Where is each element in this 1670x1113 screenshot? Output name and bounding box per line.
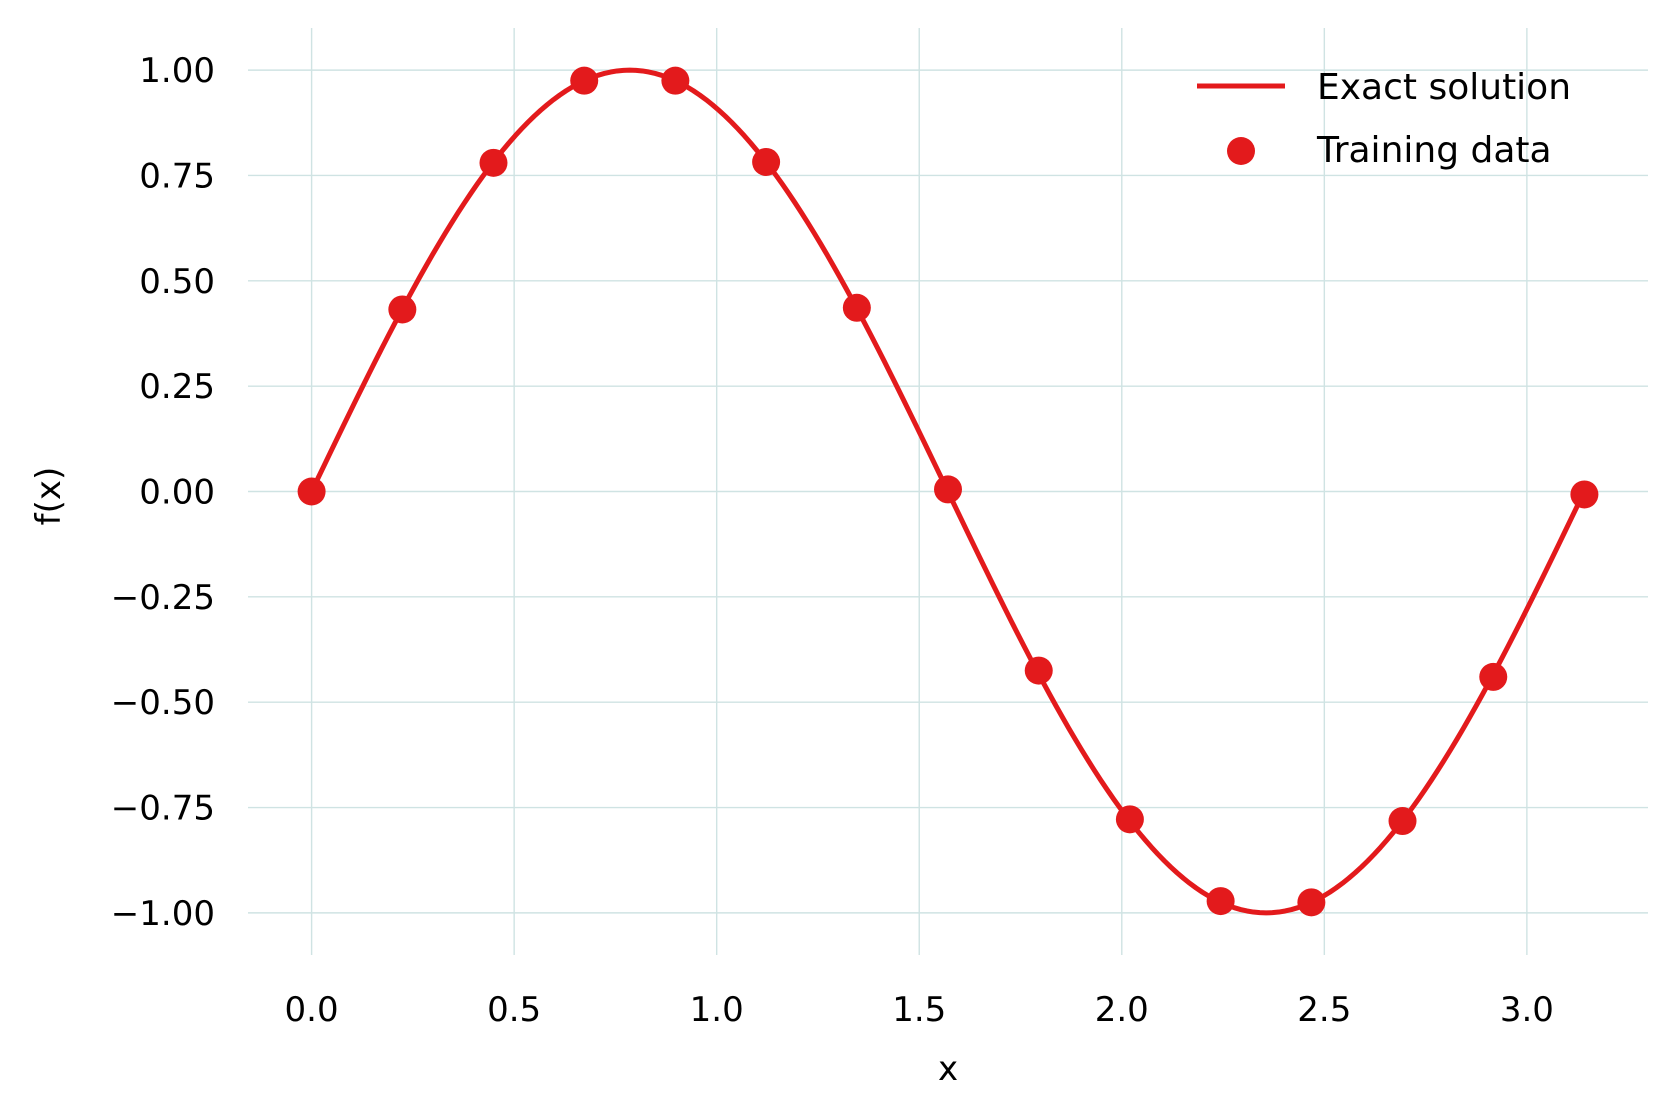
training-data-point	[388, 295, 417, 324]
x-tick-label: 3.0	[1500, 990, 1554, 1030]
y-tick-label: −1.00	[111, 894, 215, 934]
grid	[248, 28, 1648, 955]
y-tick-label: −0.75	[111, 789, 215, 829]
y-tick-label: 0.50	[139, 262, 215, 302]
training-data-point	[1388, 807, 1417, 836]
training-data-point	[1297, 888, 1326, 917]
training-data-point	[1479, 662, 1508, 691]
y-axis-ticks: 1.00 0.75 0.50 0.25 0.00 −0.25 −0.50 −0.75 −1.00	[111, 51, 215, 934]
training-data-point	[1024, 656, 1053, 685]
y-tick-label: 1.00	[139, 51, 215, 91]
x-axis-ticks: 0.0 0.5 1.0 1.5 2.0 2.5 3.0	[285, 990, 1554, 1030]
training-data-point	[570, 66, 599, 95]
legend-label-training-data: Training data	[1316, 130, 1552, 171]
x-tick-label: 2.5	[1297, 990, 1351, 1030]
training-data-point	[1570, 480, 1599, 509]
y-tick-label: −0.50	[111, 683, 215, 723]
training-data-point	[842, 293, 871, 322]
training-data-point	[297, 477, 326, 506]
training-data-point	[1206, 887, 1235, 916]
x-axis-label: x	[938, 1049, 958, 1089]
plot-area	[297, 66, 1599, 917]
x-tick-label: 2.0	[1095, 990, 1149, 1030]
training-data-point	[934, 475, 962, 504]
x-tick-label: 1.5	[892, 990, 946, 1030]
legend: Exact solution Training data	[1197, 67, 1571, 171]
y-axis-label: f(x)	[29, 467, 69, 526]
legend-marker-swatch	[1227, 137, 1255, 165]
training-data-point	[479, 148, 508, 177]
y-tick-label: −0.25	[111, 578, 215, 618]
y-tick-label: 0.25	[139, 367, 215, 407]
training-data-point	[661, 66, 690, 95]
y-tick-label: 0.75	[139, 156, 215, 196]
x-tick-label: 0.5	[487, 990, 541, 1030]
training-data-point	[752, 147, 781, 176]
legend-label-exact-solution: Exact solution	[1317, 67, 1571, 108]
training-data-point	[1115, 805, 1144, 834]
x-tick-label: 0.0	[285, 990, 339, 1030]
y-tick-label: 0.00	[139, 473, 215, 513]
x-tick-label: 1.0	[690, 990, 744, 1030]
